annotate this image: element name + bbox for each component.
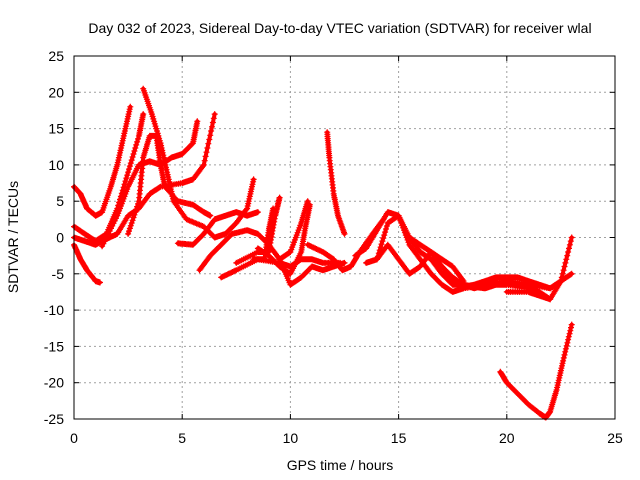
series-trace — [72, 242, 102, 285]
y-tick-label: -25 — [44, 411, 64, 427]
x-tick-label: 5 — [178, 430, 186, 446]
y-tick-label: 5 — [56, 193, 64, 209]
series-arc-15 — [304, 216, 387, 274]
series-trace — [197, 228, 347, 287]
y-tick-label: 0 — [56, 230, 64, 246]
series-trace — [234, 195, 282, 265]
series-trace — [126, 133, 213, 236]
y-tick-label: -15 — [44, 338, 64, 354]
y-tick-label: 10 — [48, 157, 64, 173]
series-trace — [72, 104, 133, 218]
series-arc-13 — [254, 201, 313, 277]
series-trace — [175, 210, 260, 247]
series-arc-8 — [174, 209, 261, 248]
axis-ticks: 0 5 10 15 20 25 -25 -20 -15 -10 -5 0 5 10 15 20 25 — [44, 48, 623, 446]
y-tick-label: 15 — [48, 121, 64, 137]
series-trace — [429, 257, 553, 302]
y-tick-label: -5 — [52, 266, 65, 282]
series-markers — [497, 321, 575, 421]
x-tick-label: 20 — [499, 430, 515, 446]
series-markers — [304, 216, 387, 274]
chart-title: Day 032 of 2023, Sidereal Day-to-day VTE… — [88, 20, 591, 36]
series-trace — [277, 199, 310, 262]
series-trace — [375, 213, 488, 294]
series-trace — [305, 217, 386, 273]
y-axis-label: SDTVAR / TECUs — [5, 181, 21, 293]
x-axis-label: GPS time / hours — [287, 457, 394, 473]
series-arc-1 — [71, 241, 103, 286]
series-trace — [141, 86, 256, 240]
series-arc-23 — [503, 270, 575, 303]
series-trace — [72, 112, 217, 247]
y-tick-label: -20 — [44, 375, 64, 391]
series-arc-16 — [324, 129, 348, 237]
series-arc-12 — [250, 205, 277, 263]
series-trace — [219, 257, 343, 280]
x-tick-label: 15 — [391, 430, 407, 446]
data-marks — [71, 85, 575, 421]
series-arc-7 — [140, 85, 257, 241]
y-tick-label: -10 — [44, 302, 64, 318]
series-trace — [251, 206, 276, 262]
series-trace — [364, 242, 466, 284]
series-trace — [255, 202, 312, 276]
series-trace — [498, 322, 574, 420]
y-tick-label: 25 — [48, 48, 64, 64]
series-arc-14 — [276, 198, 311, 263]
series-arc-19 — [374, 212, 489, 295]
series-arc-5 — [99, 118, 201, 250]
x-tick-label: 25 — [607, 430, 623, 446]
series-arc-10 — [218, 256, 344, 281]
series-arc-24 — [497, 321, 575, 421]
grid-lines — [74, 56, 615, 419]
x-tick-label: 10 — [283, 430, 299, 446]
series-trace — [100, 119, 200, 249]
x-tick-label: 0 — [70, 430, 78, 446]
plot-frame — [73, 55, 616, 420]
series-trace — [504, 271, 574, 302]
series-trace — [325, 130, 347, 236]
y-tick-label: 20 — [48, 84, 64, 100]
